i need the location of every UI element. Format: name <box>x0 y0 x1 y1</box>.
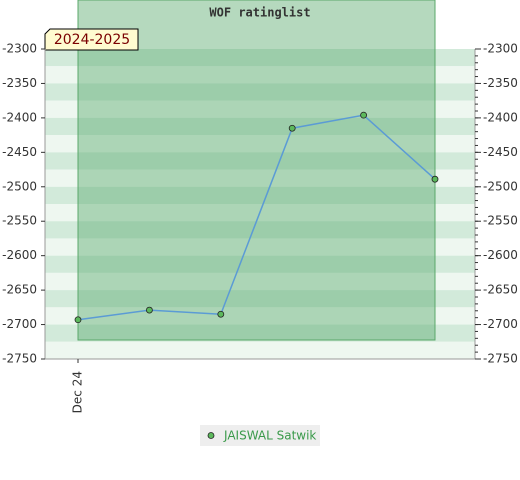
annotation-box <box>44 28 139 51</box>
y2-tick-label: -2400 <box>483 110 518 124</box>
y-tick-label: -2750 <box>2 352 37 366</box>
y2-tick-label: -2600 <box>483 248 518 262</box>
y-tick-label: -2600 <box>2 248 37 262</box>
series-line <box>77 114 436 321</box>
y-tick-label: -2500 <box>2 179 37 193</box>
data-point <box>288 124 296 132</box>
y-tick-label: -2300 <box>2 42 37 56</box>
x-tick-label: Dec 24 <box>71 371 85 413</box>
y2-tick-label: -2350 <box>483 76 518 90</box>
y-tick-label: -2550 <box>2 214 37 228</box>
y2-tick-label: -2700 <box>483 317 518 331</box>
stripe <box>45 341 475 359</box>
y2-tick-label: -2650 <box>483 283 518 297</box>
y-tick-label: -2350 <box>2 76 37 90</box>
data-point <box>360 111 368 119</box>
stripe <box>45 117 475 136</box>
data-point <box>217 310 225 318</box>
stripe <box>45 169 475 187</box>
data-point <box>74 316 82 324</box>
plot-background <box>45 49 475 359</box>
stripe <box>45 255 475 273</box>
season-band <box>77 0 436 341</box>
stripe <box>45 324 475 342</box>
legend-label: JAISWAL Satwik <box>223 429 316 443</box>
y2-tick-label: -2750 <box>483 352 518 366</box>
data-point <box>145 306 153 314</box>
y2-tick-label: -2450 <box>483 145 518 159</box>
chart-title: WOF ratinglist <box>209 6 310 20</box>
stripe <box>45 49 475 67</box>
y-tick-label: -2650 <box>2 283 37 297</box>
stripe <box>45 135 475 153</box>
stripe <box>45 66 475 84</box>
y-tick-label: -2450 <box>2 145 37 159</box>
stripe <box>45 100 475 118</box>
stripe <box>45 186 475 204</box>
y-tick-label: -2700 <box>2 317 37 331</box>
data-point <box>431 175 439 183</box>
stripe <box>45 272 475 291</box>
legend-marker <box>207 432 215 439</box>
stripe <box>45 221 475 239</box>
stripe <box>45 83 475 101</box>
y2-tick-label: -2300 <box>483 42 518 56</box>
stripe <box>45 307 475 325</box>
stripe <box>45 238 475 256</box>
annotation: 2024-2025 <box>54 32 130 48</box>
stripe <box>45 152 475 170</box>
legend-box <box>200 425 320 446</box>
y-tick-label: -2400 <box>2 110 37 124</box>
y2-tick-label: -2500 <box>483 179 518 193</box>
stripe <box>45 290 475 308</box>
y2-tick-label: -2550 <box>483 214 518 228</box>
